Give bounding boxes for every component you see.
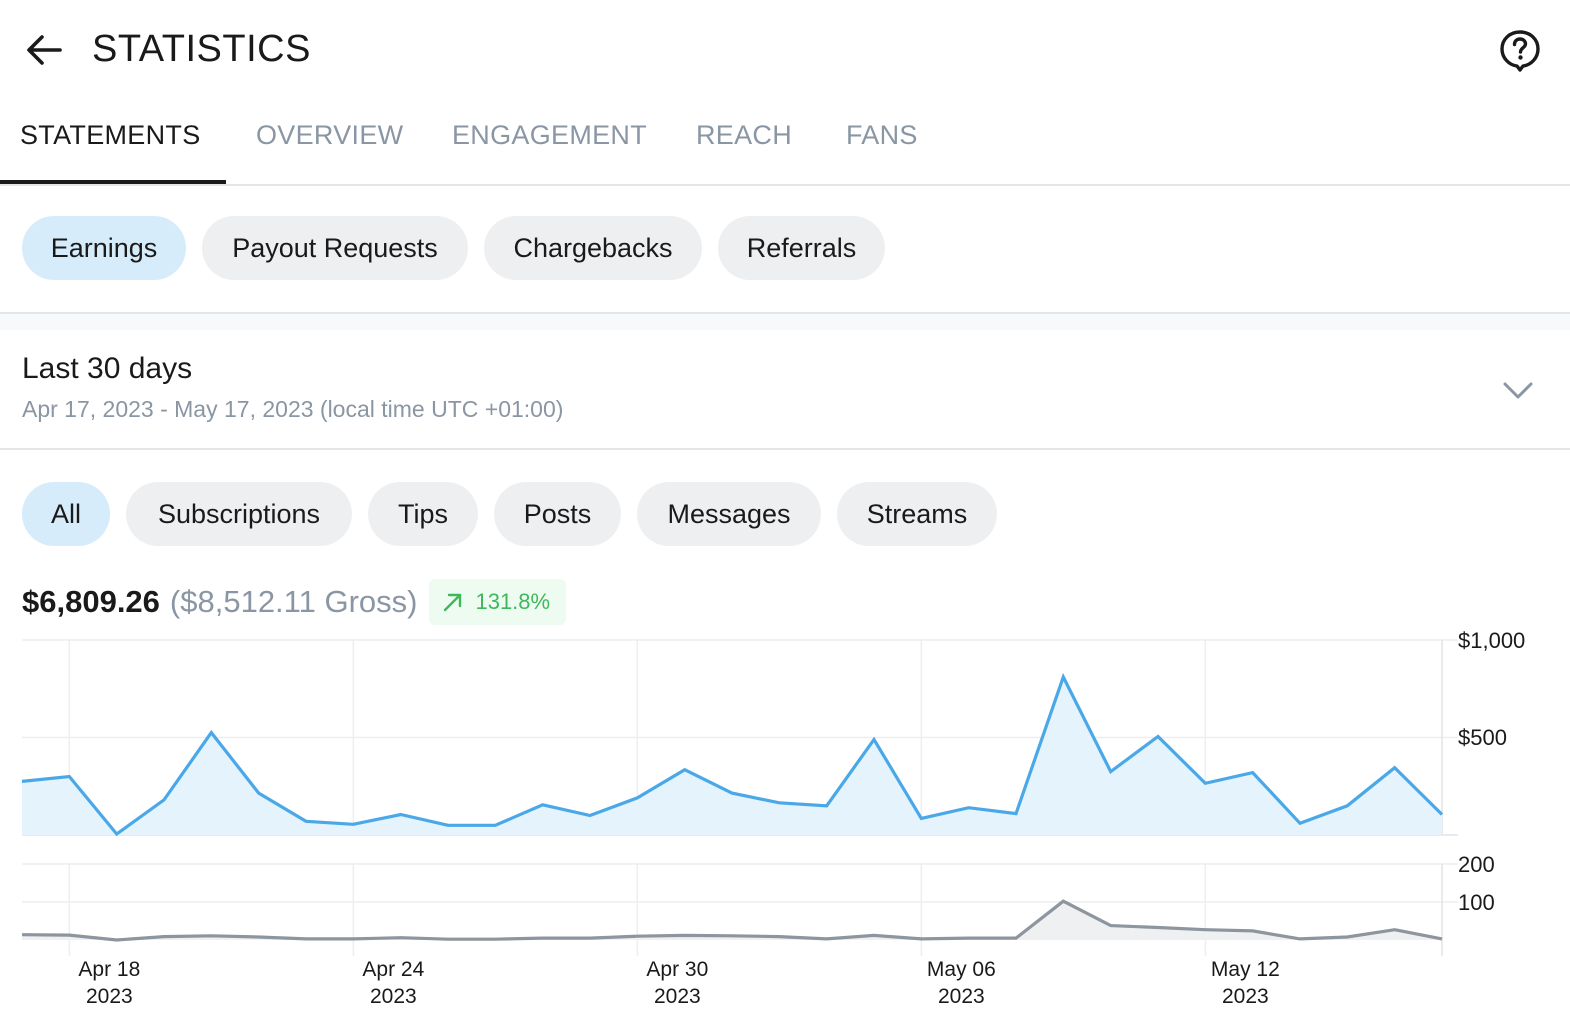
x-tick-year-label: 2023 (938, 985, 985, 1008)
count-series-area (22, 901, 1442, 940)
earnings-chart: $500 $1,000 100 200 Apr 18 2023 Apr 24 2023 Apr … (21, 630, 1525, 1008)
period-range: Apr 17, 2023 - May 17, 2023 (local time … (22, 396, 564, 422)
chip-chargebacks[interactable]: Chargebacks (484, 216, 702, 280)
active-tab-indicator (0, 180, 226, 184)
x-tick-label: May 06 (927, 958, 996, 981)
back-button[interactable] (22, 28, 66, 72)
change-badge: 131.8% (429, 579, 567, 625)
chip-referrals[interactable]: Referrals (718, 216, 885, 280)
y-tick-label: $1,000 (1458, 630, 1525, 653)
x-tick-year-label: 2023 (86, 985, 133, 1008)
help-circle-icon (1500, 30, 1540, 72)
earnings-series-area (22, 677, 1442, 835)
chip-earnings[interactable]: Earnings (22, 216, 186, 280)
chevron-down-icon (1503, 382, 1533, 399)
tab-reach[interactable]: REACH (696, 120, 793, 150)
x-tick-label: Apr 24 (362, 958, 424, 981)
net-earnings: $6,809.26 (22, 584, 160, 619)
tab-engagement[interactable]: ENGAGEMENT (452, 120, 648, 150)
filter-posts[interactable]: Posts (494, 482, 621, 546)
earnings-series-line (21, 672, 1444, 837)
x-tick-label: May 12 (1211, 958, 1280, 981)
help-button[interactable] (1496, 26, 1544, 74)
tab-statements[interactable]: STATEMENTS (20, 120, 201, 150)
filter-subscriptions[interactable]: Subscriptions (126, 482, 352, 546)
section-divider (0, 312, 1570, 330)
filter-streams[interactable]: Streams (837, 482, 997, 546)
earnings-totals: $6,809.26 ($8,512.11 Gross) 131.8% (22, 578, 567, 626)
tab-fans[interactable]: FANS (846, 120, 918, 150)
period-title: Last 30 days (22, 352, 193, 385)
arrow-left-icon (27, 35, 62, 65)
x-tick-year-label: 2023 (1222, 985, 1269, 1008)
period-selector[interactable]: Last 30 days Apr 17, 2023 - May 17, 2023… (0, 330, 1570, 450)
count-series-line (21, 899, 1443, 942)
x-tick-year-label: 2023 (370, 985, 417, 1008)
x-tick-label: Apr 18 (78, 958, 140, 981)
chip-payout-requests[interactable]: Payout Requests (202, 216, 468, 280)
gross-earnings: ($8,512.11 Gross) (169, 584, 418, 619)
app-header: STATISTICS (0, 0, 1570, 100)
y-tick-label: 200 (1458, 852, 1495, 877)
change-percent: 131.8% (475, 589, 551, 614)
filter-messages[interactable]: Messages (637, 482, 821, 546)
filter-tips[interactable]: Tips (368, 482, 478, 546)
x-tick-year-label: 2023 (654, 985, 701, 1008)
trend-up-arrow-icon (444, 593, 462, 612)
tab-overview[interactable]: OVERVIEW (256, 120, 404, 150)
filter-all[interactable]: All (22, 482, 110, 546)
page-title: STATISTICS (92, 28, 311, 70)
statistics-tabs: STATEMENTS OVERVIEW ENGAGEMENT REACH FAN… (0, 100, 1570, 186)
y-tick-label: $500 (1458, 725, 1507, 750)
y-tick-label: 100 (1458, 890, 1495, 915)
x-tick-label: Apr 30 (646, 958, 708, 981)
